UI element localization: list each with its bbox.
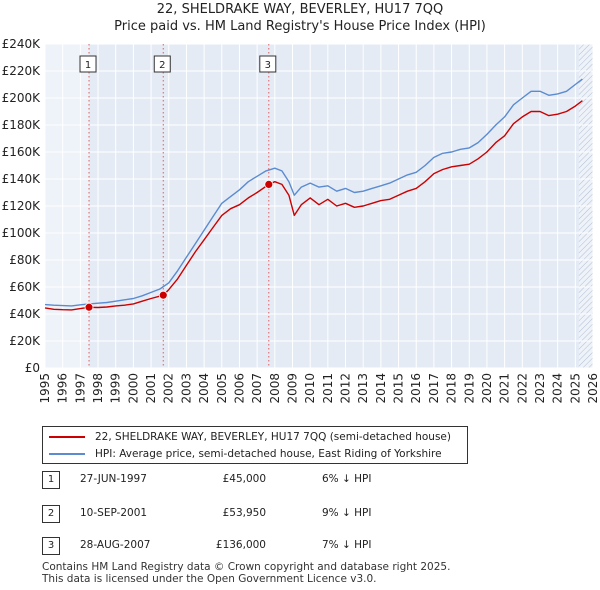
sale-marker-label: 2 <box>159 60 165 71</box>
sale-marker-label: 3 <box>265 60 271 71</box>
sale-marker-label: 1 <box>85 60 91 71</box>
footer-license: This data is licensed under the Open Gov… <box>42 573 377 585</box>
legend-swatch-hpi <box>49 453 85 455</box>
y-tick-label: £40K <box>9 307 41 321</box>
sale-number-badge: 2 <box>42 505 60 523</box>
x-tick-label: 1999 <box>109 373 123 404</box>
legend-label-property: 22, SHELDRAKE WAY, BEVERLEY, HU17 7QQ (s… <box>95 431 451 443</box>
x-tick-label: 2018 <box>445 373 459 404</box>
x-tick-label: 2007 <box>250 373 264 404</box>
sale-marker-box <box>79 55 97 73</box>
sale-number-badge: 3 <box>42 537 60 555</box>
x-tick-label: 2020 <box>480 373 494 404</box>
sale-point <box>264 179 274 189</box>
sale-date: 10-SEP-2001 <box>80 507 148 519</box>
x-tick-label: 2008 <box>268 373 282 404</box>
legend-entry-property: 22, SHELDRAKE WAY, BEVERLEY, HU17 7QQ (s… <box>49 429 451 445</box>
y-tick-label: £20K <box>9 334 41 348</box>
x-tick-label: 2021 <box>498 373 512 404</box>
sale-hpi-diff: 7% ↓ HPI <box>322 539 372 551</box>
table-row: 1 27-JUN-1997 £45,000 6% ↓ HPI <box>42 471 442 489</box>
y-tick-label: £220K <box>2 64 42 78</box>
x-tick-label: 2002 <box>162 373 176 404</box>
table-row: 2 10-SEP-2001 £53,950 9% ↓ HPI <box>42 505 442 523</box>
footer-copyright: Contains HM Land Registry data © Crown c… <box>42 561 451 573</box>
x-tick-label: 2005 <box>215 373 229 404</box>
sale-price: £136,000 <box>215 539 266 551</box>
chart-legend: 22, SHELDRAKE WAY, BEVERLEY, HU17 7QQ (s… <box>42 426 468 464</box>
x-tick-label: 2026 <box>586 373 600 404</box>
y-tick-label: £140K <box>2 172 42 186</box>
legend-entry-hpi: HPI: Average price, semi-detached house,… <box>49 446 442 462</box>
y-tick-label: £160K <box>2 145 42 159</box>
x-tick-label: 2016 <box>409 373 423 404</box>
y-tick-label: £60K <box>9 280 41 294</box>
y-tick-label: £100K <box>2 226 42 240</box>
x-tick-label: 2004 <box>197 373 211 404</box>
x-tick-label: 2012 <box>339 373 353 404</box>
sale-date: 28-AUG-2007 <box>80 539 151 551</box>
x-tick-label: 1995 <box>38 373 52 404</box>
y-tick-label: £120K <box>2 199 42 213</box>
sale-hpi-diff: 9% ↓ HPI <box>322 507 372 519</box>
sale-date: 27-JUN-1997 <box>80 473 147 485</box>
hpi-series-line <box>44 78 583 307</box>
x-tick-label: 2022 <box>515 373 529 404</box>
x-tick-label: 1997 <box>73 373 87 404</box>
sale-point <box>84 302 94 312</box>
chart: £0 £20K £40K £60K £80K £100K £120K £140K £160K £1… <box>2 37 600 404</box>
y-tick-label: £240K <box>2 37 42 51</box>
x-tick-label: 2024 <box>551 373 565 404</box>
chart-title: 22, SHELDRAKE WAY, BEVERLEY, HU17 7QQ <box>156 2 444 17</box>
x-tick-label: 2001 <box>144 373 158 404</box>
sale-point <box>158 290 168 300</box>
x-tick-label: 2019 <box>462 373 476 404</box>
x-tick-label: 2003 <box>179 373 193 404</box>
chart-subtitle: Price paid vs. HM Land Registry's House … <box>114 19 486 34</box>
sale-price: £53,950 <box>222 507 266 519</box>
y-tick-label: £180K <box>2 118 42 132</box>
x-tick-label: 2013 <box>356 373 370 404</box>
x-tick-label: 2011 <box>321 373 335 404</box>
legend-swatch-property <box>49 436 85 438</box>
x-tick-label: 2014 <box>374 373 388 404</box>
sale-marker-box <box>259 55 277 73</box>
y-tick-label: £0 <box>25 361 40 375</box>
y-tick-label: £80K <box>9 253 41 267</box>
x-tick-label: 2000 <box>126 373 140 404</box>
sale-hpi-diff: 6% ↓ HPI <box>322 473 372 485</box>
y-tick-label: £200K <box>2 91 42 105</box>
x-tick-label: 1996 <box>56 373 70 404</box>
x-tick-label: 2010 <box>303 373 317 404</box>
x-tick-label: 2023 <box>533 373 547 404</box>
sale-marker-box <box>153 55 171 73</box>
x-tick-label: 2009 <box>285 373 299 404</box>
table-row: 3 28-AUG-2007 £136,000 7% ↓ HPI <box>42 537 442 555</box>
x-tick-label: 2017 <box>427 373 441 404</box>
x-tick-label: 2025 <box>568 373 582 404</box>
x-tick-label: 2006 <box>232 373 246 404</box>
sale-number-badge: 1 <box>42 471 60 489</box>
sale-price: £45,000 <box>222 473 266 485</box>
legend-label-hpi: HPI: Average price, semi-detached house,… <box>95 448 442 460</box>
property-series-line <box>44 100 583 311</box>
x-tick-label: 1998 <box>91 373 105 404</box>
x-tick-label: 2015 <box>392 373 406 404</box>
